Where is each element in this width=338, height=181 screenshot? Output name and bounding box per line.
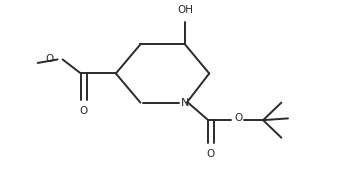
Text: O: O	[79, 106, 88, 116]
Text: O: O	[207, 149, 215, 159]
Text: O: O	[235, 113, 243, 123]
Text: O: O	[45, 54, 53, 64]
Text: OH: OH	[177, 5, 193, 15]
Text: N: N	[181, 98, 189, 108]
